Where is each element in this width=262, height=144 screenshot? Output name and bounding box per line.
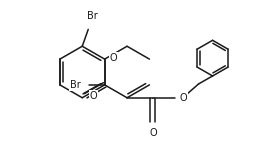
Text: Br: Br — [87, 12, 97, 21]
Text: O: O — [90, 91, 97, 101]
Text: O: O — [110, 53, 117, 63]
Text: Br: Br — [70, 80, 81, 90]
Text: O: O — [149, 128, 157, 138]
Text: O: O — [180, 93, 187, 103]
